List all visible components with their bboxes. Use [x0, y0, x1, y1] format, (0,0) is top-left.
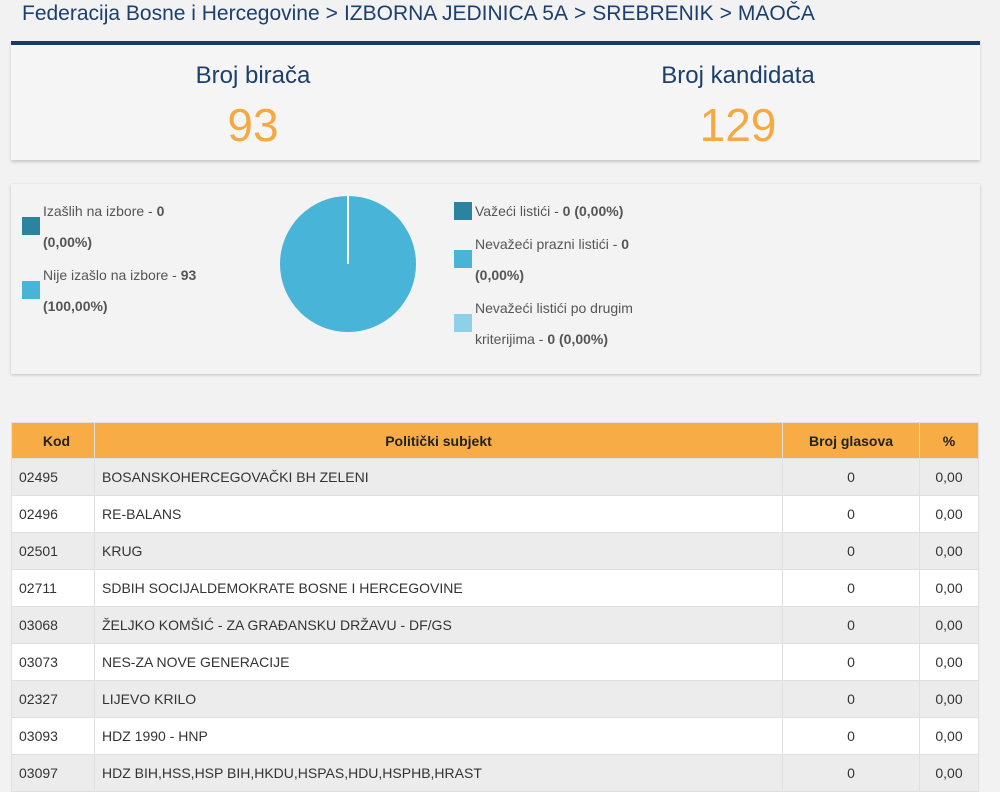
party-code: 02711 [11, 569, 95, 607]
table-row[interactable]: 03093 HDZ 1990 - HNP 0 0,00 [11, 717, 979, 755]
vote-percent: 0,00 [919, 643, 979, 681]
vote-percent: 0,00 [919, 717, 979, 755]
legend-item-valid: Važeći listići - 0 (0,00%) [475, 196, 735, 227]
legend-value: 93 [180, 267, 197, 283]
voters-label: Broj birača [195, 62, 311, 89]
party-name: RE-BALANS [94, 495, 783, 533]
table-row[interactable]: 03097 HDZ BIH,HSS,HSP BIH,HKDU,HSPAS,HDU,… [11, 754, 979, 792]
breadcrumb: Federacija Bosne i Hercegovine > IZBORNA J… [0, 0, 1000, 42]
legend-percent: (0,00%) [43, 234, 93, 250]
table-row[interactable]: 02496 RE-BALANS 0 0,00 [11, 495, 979, 533]
party-code: 03068 [11, 606, 95, 644]
legend-item-invalid-other: Nevažeći listići po drugim kriterijima -… [475, 293, 735, 355]
candidates-value: 129 [699, 99, 777, 151]
legend-value: 0 [621, 236, 630, 252]
party-code: 03097 [11, 754, 95, 792]
vote-count: 0 [782, 754, 920, 792]
party-name: NES-ZA NOVE GENERACIJE [94, 643, 783, 681]
legend-value: 0 (0,00%) [562, 203, 624, 219]
vote-count: 0 [782, 569, 920, 607]
vote-count: 0 [782, 717, 920, 755]
breadcrumb-separator: > [719, 2, 732, 25]
vote-count: 0 [782, 680, 920, 718]
vote-count: 0 [782, 606, 920, 644]
vote-percent: 0,00 [919, 680, 979, 718]
legend-label: Važeći listići - [475, 203, 563, 219]
breadcrumb-item-municipality[interactable]: SREBRENIK [592, 2, 714, 25]
turnout-pie-chart [280, 196, 416, 332]
breadcrumb-item-current: MAOČA [737, 2, 815, 25]
vote-count: 0 [782, 532, 920, 570]
vote-percent: 0,00 [919, 754, 979, 792]
table-header-row: Kod Politički subjekt Broj glasova % [11, 422, 979, 459]
candidates-label: Broj kandidata [661, 62, 815, 89]
breadcrumb-separator: > [574, 2, 587, 25]
voters-value: 93 [227, 99, 279, 151]
breadcrumb-item-federation[interactable]: Federacija Bosne i Hercegovine [22, 2, 320, 25]
legend-label: Nije izašlo na izbore - [43, 267, 181, 283]
column-header-kod[interactable]: Kod [11, 422, 95, 459]
breadcrumb-separator: > [325, 2, 338, 25]
party-name: SDBIH SOCIJALDEMOKRATE BOSNE I HERCEGOVI… [94, 569, 783, 607]
party-code: 02496 [11, 495, 95, 533]
legend-label: Izašlih na izbore - [43, 203, 157, 219]
table-row[interactable]: 03073 NES-ZA NOVE GENERACIJE 0 0,00 [11, 643, 979, 681]
vote-percent: 0,00 [919, 458, 979, 496]
legend-item-not-turned-out: Nije izašlo na izbore - 93 (100,00%) [43, 260, 243, 322]
party-code: 02327 [11, 680, 95, 718]
legend-swatch-invalid-empty [454, 250, 472, 268]
legend-swatch-not-turned-out [22, 281, 40, 299]
party-code: 03093 [11, 717, 95, 755]
vote-percent: 0,00 [919, 495, 979, 533]
legend-percent: (100,00%) [43, 298, 108, 314]
legend-value: 0 (0,00%) [547, 331, 609, 347]
legend-label: Nevažeći listići po drugim [475, 300, 633, 316]
results-table: Kod Politički subjekt Broj glasova % 024… [11, 422, 979, 792]
turnout-panel: Izašlih na izbore - 0 (0,00%) Nije izašl… [11, 184, 980, 374]
voters-stat: Broj birača 93 [11, 45, 495, 151]
table-row[interactable]: 02495 BOSANSKOHERCEGOVAČKI BH ZELENI 0 0,00 [11, 458, 979, 496]
vote-percent: 0,00 [919, 569, 979, 607]
legend-swatch-turned-out [22, 217, 40, 235]
vote-percent: 0,00 [919, 606, 979, 644]
column-header-votes[interactable]: Broj glasova [782, 422, 920, 459]
legend-percent: (0,00%) [475, 267, 525, 283]
table-row[interactable]: 02327 LIJEVO KRILO 0 0,00 [11, 680, 979, 718]
vote-percent: 0,00 [919, 532, 979, 570]
legend-value: 0 [156, 203, 165, 219]
party-name: LIJEVO KRILO [94, 680, 783, 718]
party-name: KRUG [94, 532, 783, 570]
party-code: 03073 [11, 643, 95, 681]
vote-count: 0 [782, 643, 920, 681]
table-row[interactable]: 02501 KRUG 0 0,00 [11, 532, 979, 570]
party-name: BOSANSKOHERCEGOVAČKI BH ZELENI [94, 458, 783, 496]
vote-count: 0 [782, 458, 920, 496]
column-header-subjekt[interactable]: Politički subjekt [94, 422, 783, 459]
party-name: HDZ 1990 - HNP [94, 717, 783, 755]
legend-item-invalid-empty: Nevažeći prazni listići - 0 (0,00%) [475, 229, 735, 291]
vote-count: 0 [782, 495, 920, 533]
legend-item-turned-out: Izašlih na izbore - 0 (0,00%) [43, 196, 243, 258]
stats-panel: Broj birača 93 Broj kandidata 129 [11, 41, 980, 160]
column-header-percent[interactable]: % [919, 422, 979, 459]
table-row[interactable]: 03068 ŽELJKO KOMŠIĆ - ZA GRAĐANSKU DRŽAVU… [11, 606, 979, 644]
breadcrumb-item-electoral-unit[interactable]: IZBORNA JEDINICA 5A [343, 2, 568, 25]
party-name: ŽELJKO KOMŠIĆ - ZA GRAĐANSKU DRŽAVU - DF… [94, 606, 783, 644]
legend-swatch-invalid-other [454, 314, 472, 332]
legend-swatch-valid [454, 202, 472, 220]
party-code: 02495 [11, 458, 95, 496]
legend-label: Nevažeći prazni listići - [475, 236, 622, 252]
party-code: 02501 [11, 532, 95, 570]
legend-label-continued: kriterijima - [475, 331, 548, 347]
table-row[interactable]: 02711 SDBIH SOCIJALDEMOKRATE BOSNE I HERC… [11, 569, 979, 607]
candidates-stat: Broj kandidata 129 [496, 45, 980, 151]
party-name: HDZ BIH,HSS,HSP BIH,HKDU,HSPAS,HDU,HSPHB… [94, 754, 783, 792]
